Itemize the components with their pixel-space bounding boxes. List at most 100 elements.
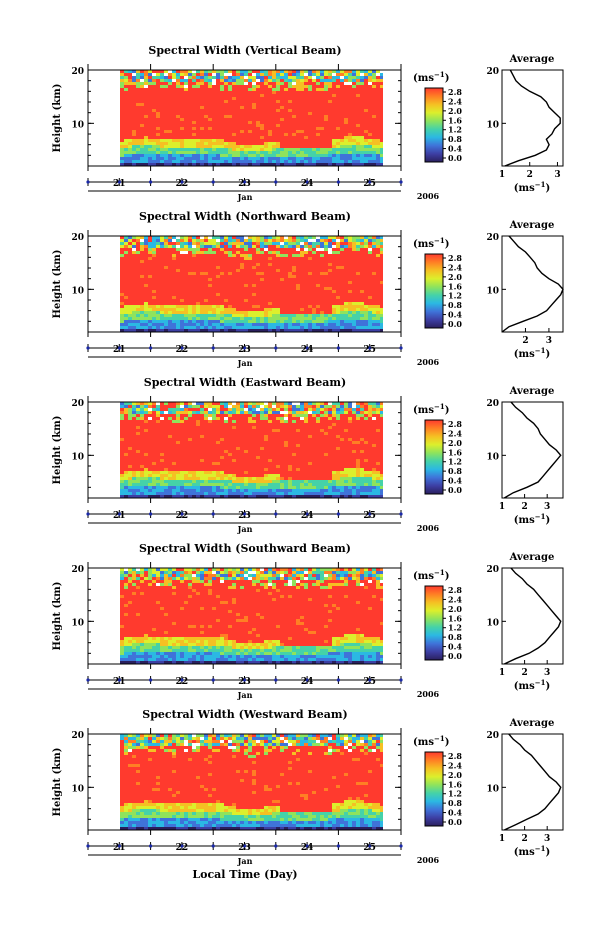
heatmap-cell bbox=[216, 112, 221, 116]
heatmap-cell bbox=[272, 91, 277, 95]
heatmap-cell bbox=[176, 305, 181, 309]
heatmap-cell bbox=[340, 145, 345, 149]
heatmap-cell bbox=[312, 236, 317, 240]
heatmap-cell bbox=[188, 142, 193, 146]
heatmap-cell bbox=[188, 293, 193, 297]
heatmap-cell bbox=[268, 290, 273, 294]
heatmap-cell bbox=[184, 495, 189, 498]
heatmap-cell bbox=[236, 91, 241, 95]
heatmap-cell bbox=[316, 281, 321, 285]
heatmap-cell bbox=[164, 459, 169, 463]
heatmap-cell bbox=[172, 88, 177, 92]
heatmap-cell bbox=[244, 254, 249, 258]
heatmap-cell bbox=[152, 272, 157, 276]
heatmap-cell bbox=[320, 97, 325, 101]
average-y-tick-label: 10 bbox=[486, 286, 499, 296]
heatmap-cell bbox=[280, 314, 285, 318]
heatmap-cell bbox=[152, 314, 157, 318]
heatmap-cell bbox=[148, 109, 153, 113]
heatmap-cell bbox=[324, 109, 329, 113]
heatmap-cell bbox=[312, 106, 317, 110]
heatmap-cell bbox=[220, 124, 225, 128]
heatmap-cell bbox=[184, 236, 189, 240]
heatmap-cell bbox=[320, 115, 325, 119]
heatmap-cell bbox=[204, 254, 209, 258]
heatmap-cell bbox=[144, 109, 149, 113]
heatmap-cell bbox=[204, 127, 209, 131]
heatmap-cell bbox=[152, 136, 157, 140]
heatmap-cell bbox=[368, 302, 373, 306]
heatmap-cell bbox=[156, 444, 161, 448]
heatmap-cell bbox=[260, 272, 265, 276]
heatmap-cell bbox=[212, 142, 217, 146]
heatmap-cell bbox=[328, 73, 333, 77]
heatmap-cell bbox=[240, 320, 245, 324]
heatmap-cell bbox=[140, 121, 145, 125]
heatmap-cell bbox=[376, 278, 381, 282]
heatmap-cell bbox=[144, 79, 149, 83]
heatmap-cell bbox=[128, 73, 133, 77]
heatmap-cell bbox=[136, 112, 141, 116]
heatmap-cell bbox=[120, 480, 125, 484]
heatmap-cell bbox=[324, 254, 329, 258]
heatmap-cell bbox=[140, 85, 145, 89]
heatmap-cell bbox=[228, 124, 233, 128]
heatmap-cell bbox=[208, 236, 213, 240]
heatmap-cell bbox=[304, 284, 309, 288]
heatmap-cell bbox=[240, 97, 245, 101]
heatmap-cell bbox=[236, 160, 241, 164]
heatmap-cell bbox=[312, 145, 317, 149]
heatmap-cell bbox=[372, 82, 377, 86]
heatmap-cell bbox=[276, 296, 281, 300]
heatmap-cell bbox=[320, 323, 325, 327]
heatmap-cell bbox=[172, 151, 177, 155]
heatmap-cell bbox=[304, 293, 309, 297]
heatmap-cell bbox=[160, 82, 165, 86]
heatmap-cell bbox=[164, 414, 169, 418]
heatmap-cell bbox=[196, 248, 201, 252]
heatmap-cell bbox=[244, 236, 249, 240]
heatmap-cell bbox=[140, 145, 145, 149]
heatmap-cell bbox=[232, 305, 237, 309]
plot-frame bbox=[87, 69, 402, 167]
heatmap-cell bbox=[348, 269, 353, 273]
heatmap-cell bbox=[344, 157, 349, 161]
heatmap-cell bbox=[212, 103, 217, 107]
heatmap-cell bbox=[268, 115, 273, 119]
heatmap-cell bbox=[168, 296, 173, 300]
heatmap-cell bbox=[260, 121, 265, 125]
heatmap-cell bbox=[156, 266, 161, 270]
heatmap-cell bbox=[332, 133, 337, 137]
heatmap-cell bbox=[124, 432, 129, 436]
heatmap-cell bbox=[364, 317, 369, 321]
heatmap-cell bbox=[188, 100, 193, 104]
heatmap-cell bbox=[188, 154, 193, 158]
heatmap-cell bbox=[256, 148, 261, 152]
heatmap-cell bbox=[272, 163, 277, 166]
heatmap-cell bbox=[152, 441, 157, 445]
heatmap-cell bbox=[240, 124, 245, 128]
heatmap-cell bbox=[316, 317, 321, 321]
heatmap-cell bbox=[336, 130, 341, 134]
heatmap-cell bbox=[312, 115, 317, 119]
heatmap-cell bbox=[184, 453, 189, 457]
heatmap-cell bbox=[176, 314, 181, 318]
heatmap-cell bbox=[304, 70, 309, 74]
heatmap-cell bbox=[176, 245, 181, 249]
heatmap-cell bbox=[136, 284, 141, 288]
heatmap-cell bbox=[168, 302, 173, 306]
heatmap-cell bbox=[292, 239, 297, 243]
heatmap-cell bbox=[128, 477, 133, 481]
heatmap-cell bbox=[344, 136, 349, 140]
heatmap-cell bbox=[228, 257, 233, 261]
heatmap-cell bbox=[120, 302, 125, 306]
heatmap-cell bbox=[144, 121, 149, 125]
x-tick-label: 22 bbox=[176, 179, 189, 189]
heatmap-cell bbox=[200, 70, 205, 74]
heatmap-cell bbox=[376, 139, 381, 143]
heatmap-cell bbox=[168, 160, 173, 164]
heatmap-cell bbox=[164, 480, 169, 484]
heatmap-cell bbox=[316, 151, 321, 155]
heatmap-cell bbox=[136, 115, 141, 119]
heatmap-cell bbox=[180, 88, 185, 92]
